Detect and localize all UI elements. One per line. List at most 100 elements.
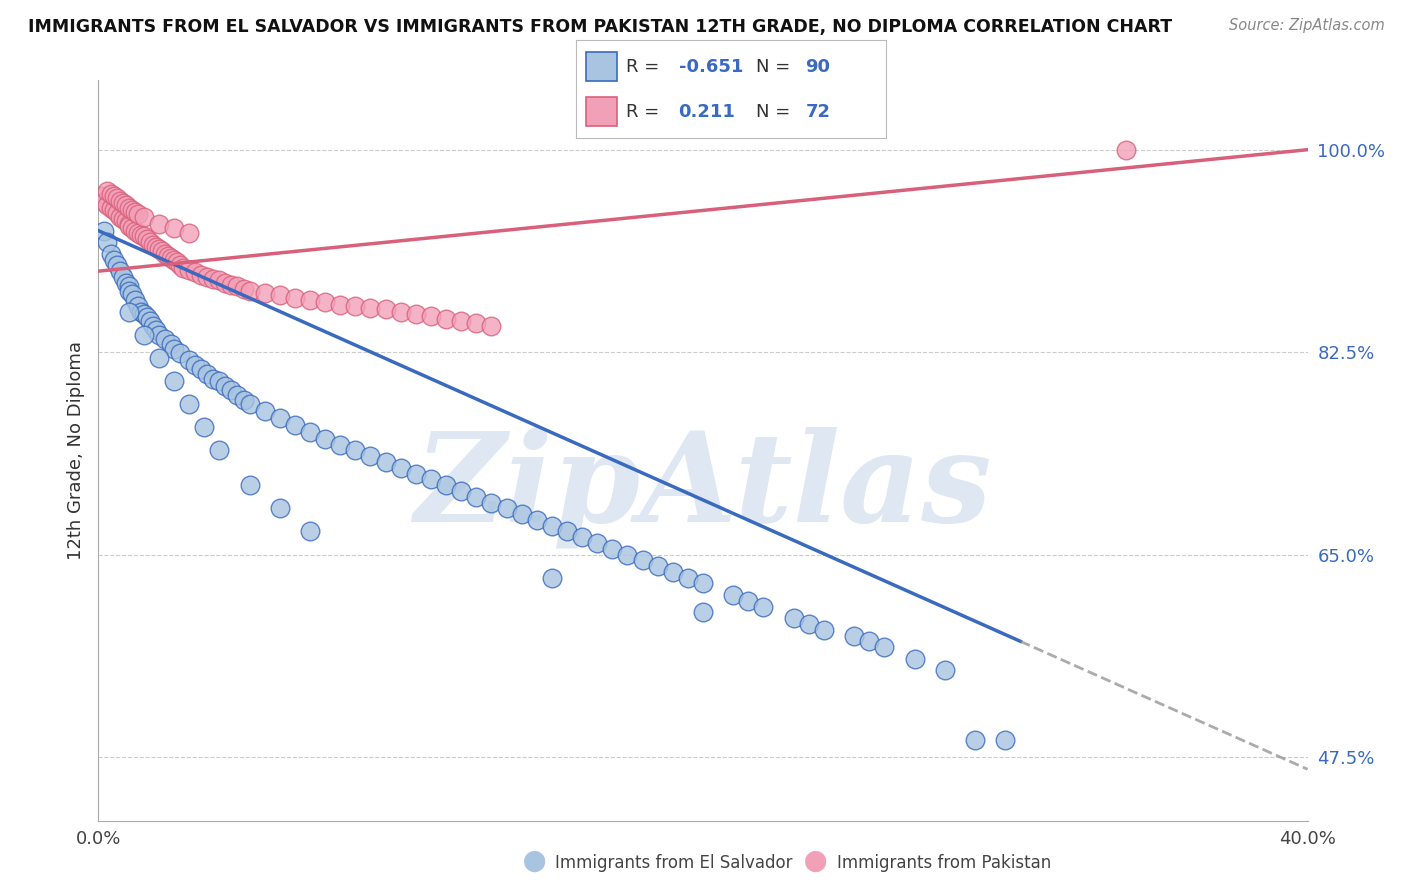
Point	[100, 247, 122, 261]
Point	[108, 210, 131, 224]
Point	[269, 288, 291, 302]
Text: ⬤: ⬤	[804, 851, 827, 872]
Point	[118, 304, 141, 318]
Point	[148, 351, 170, 365]
Point	[692, 606, 714, 620]
Point	[169, 346, 191, 360]
Point	[105, 206, 128, 220]
Point	[434, 311, 457, 326]
Point	[239, 397, 262, 411]
Point	[190, 362, 212, 376]
Point	[160, 252, 183, 266]
Point	[481, 318, 503, 333]
Point	[450, 483, 472, 498]
Point	[163, 252, 186, 267]
Point	[873, 640, 896, 654]
Point	[239, 284, 262, 298]
Point	[139, 314, 162, 328]
Point	[208, 374, 231, 388]
Point	[96, 198, 118, 212]
Point	[465, 316, 488, 330]
Point	[253, 404, 276, 418]
Point	[108, 194, 131, 208]
Point	[114, 198, 136, 212]
Point	[221, 278, 243, 293]
Bar	[586, 97, 617, 127]
Point	[214, 276, 236, 290]
Point	[374, 455, 396, 469]
Point	[190, 268, 212, 282]
Point	[111, 195, 134, 210]
Point	[195, 269, 218, 284]
Point	[752, 599, 775, 614]
Point	[103, 252, 125, 267]
Point	[214, 378, 236, 392]
Point	[602, 541, 624, 556]
Point	[360, 449, 382, 463]
Bar	[586, 52, 617, 81]
Point	[299, 524, 322, 539]
Text: Source: ZipAtlas.com: Source: ZipAtlas.com	[1229, 18, 1385, 33]
Point	[692, 576, 714, 591]
Point	[858, 634, 880, 648]
Point	[127, 207, 149, 221]
Point	[269, 411, 291, 425]
Point	[179, 263, 201, 277]
Point	[114, 276, 136, 290]
Text: 90: 90	[806, 58, 831, 76]
Text: 0.211: 0.211	[679, 103, 735, 120]
Point	[647, 559, 669, 574]
Text: Immigrants from El Salvador: Immigrants from El Salvador	[555, 855, 793, 872]
Text: N =: N =	[756, 58, 790, 76]
Point	[661, 565, 683, 579]
Point	[105, 259, 128, 273]
Point	[127, 299, 149, 313]
Point	[202, 372, 225, 386]
Point	[723, 588, 745, 602]
Point	[434, 478, 457, 492]
Point	[124, 224, 146, 238]
Point	[239, 478, 262, 492]
Point	[208, 443, 231, 458]
Point	[132, 327, 155, 342]
Point	[184, 358, 207, 372]
Point	[631, 553, 654, 567]
Point	[124, 293, 146, 307]
Point	[405, 307, 427, 321]
Point	[389, 460, 412, 475]
Point	[813, 623, 835, 637]
Point	[934, 663, 956, 677]
Point	[284, 291, 307, 305]
Point	[193, 420, 215, 434]
Point	[105, 191, 128, 205]
Point	[226, 279, 249, 293]
Point	[420, 310, 443, 324]
Point	[148, 242, 170, 256]
Text: IMMIGRANTS FROM EL SALVADOR VS IMMIGRANTS FROM PAKISTAN 12TH GRADE, NO DIPLOMA C: IMMIGRANTS FROM EL SALVADOR VS IMMIGRANT…	[28, 18, 1173, 36]
Point	[571, 530, 593, 544]
Point	[179, 397, 201, 411]
Point	[465, 490, 488, 504]
Point	[329, 438, 352, 452]
Point	[314, 432, 336, 446]
Point	[269, 501, 291, 516]
Point	[139, 235, 162, 250]
Point	[1115, 143, 1137, 157]
Point	[420, 472, 443, 486]
Point	[100, 186, 122, 201]
Point	[163, 221, 186, 235]
Point	[616, 548, 638, 562]
Point	[96, 235, 118, 250]
Point	[124, 205, 146, 219]
Point	[965, 732, 987, 747]
Point	[360, 301, 382, 315]
Point	[135, 310, 157, 325]
Point	[221, 384, 243, 398]
Text: Immigrants from Pakistan: Immigrants from Pakistan	[837, 855, 1050, 872]
Y-axis label: 12th Grade, No Diploma: 12th Grade, No Diploma	[66, 341, 84, 560]
Text: N =: N =	[756, 103, 790, 120]
Point	[121, 221, 143, 235]
Text: R =: R =	[626, 58, 659, 76]
Point	[202, 272, 225, 286]
Point	[118, 219, 141, 233]
